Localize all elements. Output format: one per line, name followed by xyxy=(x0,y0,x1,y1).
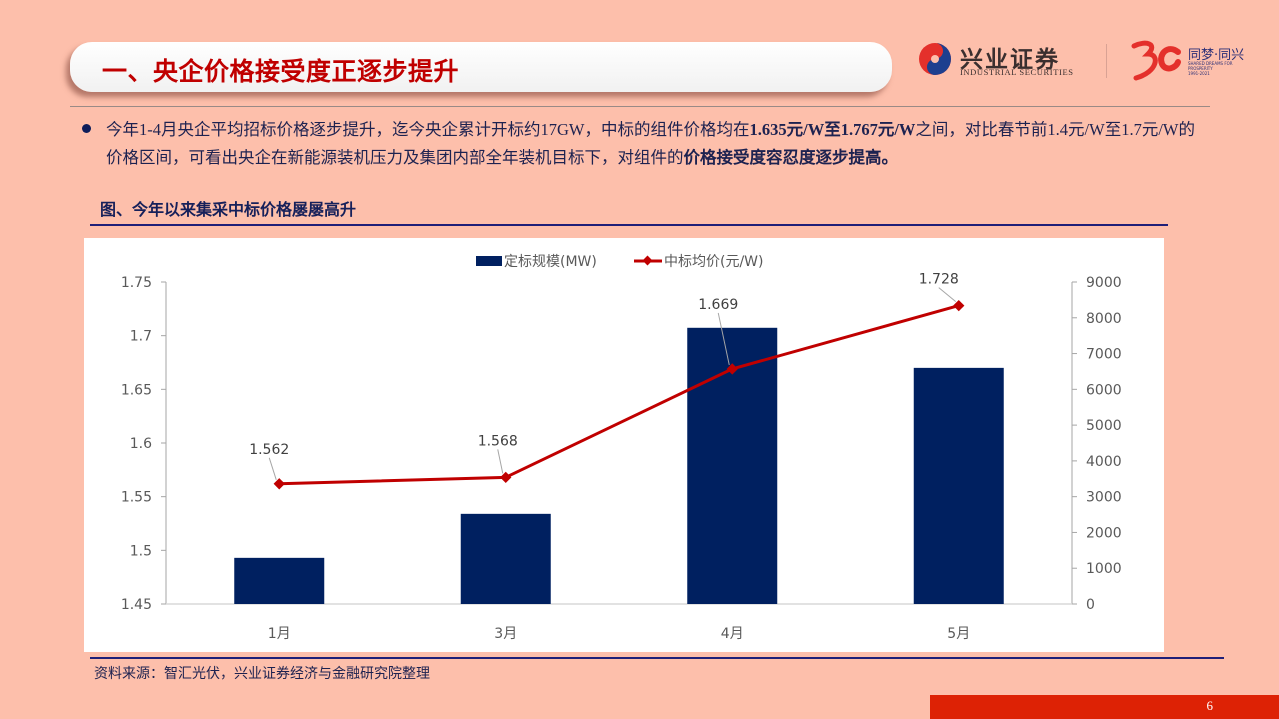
footer-bar: 6 xyxy=(930,695,1279,719)
left-axis-tick: 1.45 xyxy=(121,597,152,613)
data-label: 1.562 xyxy=(249,442,289,458)
logo-name-cn: 兴业证券 xyxy=(960,46,1060,73)
right-axis-tick: 9000 xyxy=(1086,275,1122,291)
x-axis-label: 5月 xyxy=(947,626,970,642)
bar-5月 xyxy=(913,367,1004,604)
x-axis-label: 1月 xyxy=(268,626,291,642)
right-axis-tick: 8000 xyxy=(1086,311,1122,327)
right-axis-tick: 2000 xyxy=(1086,525,1122,541)
legend-bar-swatch xyxy=(476,256,502,266)
combo-chart: 1.45 1.5 1.55 1.6 1.65 1.7 1.75 0 1000 2000 3000 40… xyxy=(121,254,1122,642)
data-label: 1.728 xyxy=(919,272,959,288)
data-label: 1.568 xyxy=(478,433,518,449)
bullet-dot xyxy=(82,124,91,133)
right-axis-tick: 6000 xyxy=(1086,382,1122,398)
legend-bar-label: 定标规模(MW) xyxy=(504,254,597,270)
x-axis-label: 4月 xyxy=(721,626,744,642)
source-rule xyxy=(90,657,1224,659)
right-axis-tick: 0 xyxy=(1086,597,1095,613)
left-axis-tick: 1.5 xyxy=(130,543,152,559)
right-axis-tick: 1000 xyxy=(1086,561,1122,577)
company-logo: 兴业证券 INDUSTRIAL SECURITIES 同梦·同兴 SHARED … xyxy=(918,38,1258,84)
left-axis-tick: 1.65 xyxy=(121,382,152,398)
industrial-securities-logo-icon xyxy=(919,43,951,75)
legend-line-label: 中标均价(元/W) xyxy=(664,254,763,270)
right-axis-tick: 3000 xyxy=(1086,490,1122,506)
data-label: 1.669 xyxy=(698,297,738,313)
bullet-paragraph: 今年1-4月央企平均招标价格逐步提升，迄今央企累计开标约17GW，中标的组件价格… xyxy=(106,120,1195,167)
logo-separator xyxy=(1106,44,1107,78)
logo-slogan: 同梦·同兴 xyxy=(1188,48,1245,63)
line-marker xyxy=(953,299,965,312)
right-axis-tick: 7000 xyxy=(1086,347,1122,363)
price-line xyxy=(279,304,960,486)
logo-slogan-en: SHARED DREAMS FOR PROSPERITY 1991-2021 xyxy=(1188,61,1233,76)
bar-1月 xyxy=(234,557,325,604)
figure-title-rule xyxy=(90,224,1168,226)
bar-3月 xyxy=(460,513,551,604)
source-note: 资料来源：智汇光伏，兴业证券经济与金融研究院整理 xyxy=(94,666,430,682)
left-axis-tick: 1.75 xyxy=(121,275,152,291)
right-axis-tick: 5000 xyxy=(1086,418,1122,434)
header-divider xyxy=(70,106,1210,107)
line-marker xyxy=(500,471,512,484)
section-title-banner xyxy=(70,42,892,92)
logo-name-en: INDUSTRIAL SECURITIES xyxy=(960,67,1074,77)
figure-title: 图、今年以来集采中标价格屡屡高升 xyxy=(100,200,357,219)
x-axis-label: 3月 xyxy=(494,626,517,642)
left-axis-tick: 1.7 xyxy=(130,329,152,345)
section-title: 一、央企价格接受度正逐步提升 xyxy=(102,57,460,86)
right-axis-tick: 4000 xyxy=(1086,454,1122,470)
page-number: 6 xyxy=(1206,698,1214,713)
line-marker xyxy=(273,478,285,490)
chart-area: 1.45 1.5 1.55 1.6 1.65 1.7 1.75 0 1000 2000 3000 40… xyxy=(84,238,1164,652)
left-axis-tick: 1.6 xyxy=(130,436,152,452)
left-axis-tick: 1.55 xyxy=(121,490,152,506)
anniversary-30-icon xyxy=(1131,40,1181,81)
